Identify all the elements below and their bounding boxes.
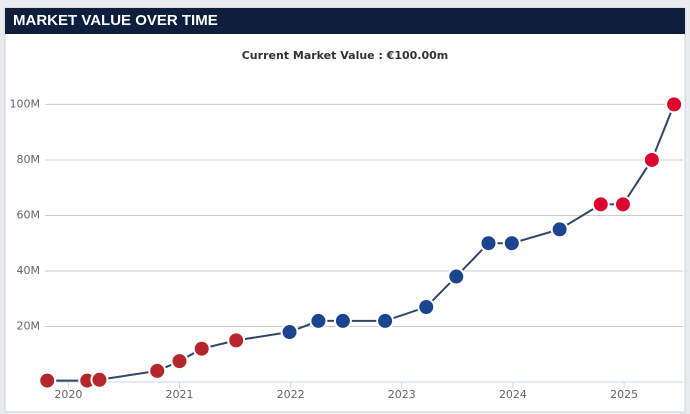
point-marker — [376, 311, 395, 330]
panel — [4, 7, 686, 413]
point-marker — [192, 339, 211, 358]
chart-title: MARKET VALUE OVER TIME — [13, 12, 218, 29]
header-bar — [5, 8, 685, 34]
point-marker — [502, 234, 521, 253]
y-tick-label: 60M — [17, 208, 41, 221]
x-tick-label: 2024 — [499, 388, 527, 401]
point-marker — [333, 311, 352, 330]
point-marker — [642, 150, 661, 169]
point-marker — [591, 195, 610, 214]
point-marker — [417, 298, 436, 317]
point-marker — [550, 220, 569, 239]
point-marker — [613, 195, 632, 214]
y-tick-label: 40M — [17, 264, 41, 277]
point-marker — [479, 234, 498, 253]
x-tick-label: 2020 — [54, 388, 82, 401]
y-tick-label: 100M — [10, 97, 41, 110]
x-tick-label: 2022 — [277, 388, 305, 401]
point-marker — [90, 370, 109, 389]
point-marker — [447, 267, 466, 286]
y-tick-label: 80M — [17, 153, 41, 166]
y-tick-label: 20M — [17, 319, 41, 332]
point-marker — [309, 311, 328, 330]
point-marker — [38, 371, 57, 390]
point-marker — [148, 361, 167, 380]
point-marker — [227, 331, 246, 350]
x-tick-label: 2023 — [388, 388, 416, 401]
point-marker — [170, 352, 189, 371]
point-marker — [665, 95, 684, 114]
x-tick-label: 2021 — [165, 388, 193, 401]
x-tick-label: 2025 — [610, 388, 638, 401]
point-marker — [280, 323, 299, 342]
chart-subtitle: Current Market Value : €100.00m — [242, 49, 449, 62]
